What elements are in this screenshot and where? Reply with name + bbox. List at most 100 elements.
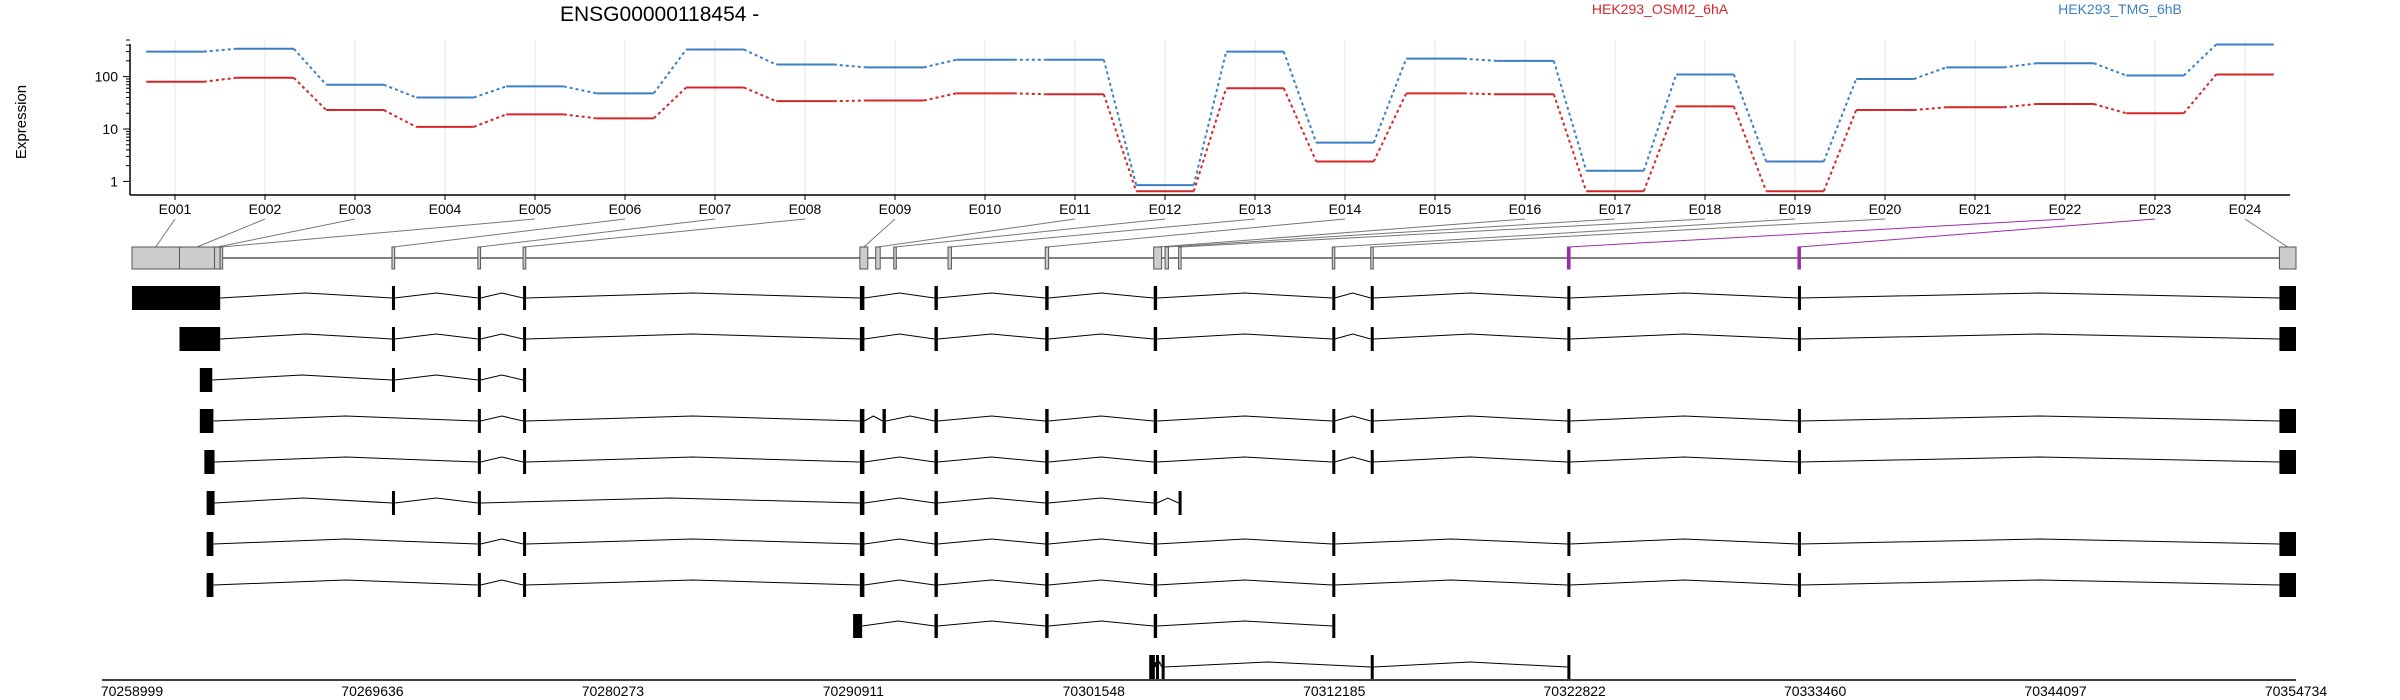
transcript-exon	[1567, 655, 1571, 679]
intron	[937, 579, 1046, 586]
transcript-exon	[477, 409, 481, 433]
x-tick-label: E022	[2049, 201, 2082, 217]
series-connector	[833, 63, 867, 69]
intron	[1800, 415, 2280, 422]
exon-bin	[1178, 246, 1182, 270]
transcript-exon	[523, 409, 527, 433]
transcript-exon	[523, 450, 527, 474]
transcript-exon	[477, 286, 481, 310]
intron	[1334, 333, 1371, 340]
series-connector	[383, 83, 417, 99]
transcript-exon	[1567, 286, 1571, 310]
exon-bin	[391, 246, 396, 270]
transcript-exon	[882, 409, 886, 433]
exon-connector	[1568, 218, 2066, 248]
chart-title: ENSG00000118454 -	[560, 3, 759, 26]
intron	[1163, 661, 1371, 668]
x-tick-label: E018	[1689, 201, 1722, 217]
intron	[937, 415, 1046, 422]
series-connector	[1642, 106, 1678, 192]
transcript-exon	[206, 573, 214, 597]
x-tick-label: E004	[429, 201, 462, 217]
intron	[480, 415, 524, 422]
transcript-exon	[1567, 573, 1571, 597]
transcript-exon	[477, 491, 481, 515]
intron	[1372, 415, 1568, 422]
transcript-exon	[523, 573, 527, 597]
intron	[1334, 579, 1568, 586]
transcript-exon	[1567, 409, 1571, 433]
intron	[1157, 292, 1333, 299]
series-connector	[1282, 87, 1318, 162]
transcript-exon	[199, 368, 213, 392]
intron	[1048, 620, 1154, 627]
gene-model	[131, 218, 2297, 270]
transcript-exon	[1153, 409, 1158, 433]
x-tick-label: E016	[1509, 201, 1542, 217]
intron	[1570, 333, 1798, 340]
intron	[480, 374, 524, 381]
intron	[1570, 292, 1798, 299]
transcript-exon	[1153, 327, 1158, 351]
y-axis-label: Expression	[13, 85, 30, 159]
exon-connector	[524, 218, 806, 248]
intron	[937, 620, 1046, 627]
transcript-exon	[1797, 409, 1801, 433]
series-connector	[203, 76, 237, 83]
series-tmg	[146, 43, 2274, 187]
series-connector	[383, 109, 417, 128]
series-connector	[563, 113, 597, 120]
intron	[480, 579, 524, 586]
transcript-exon	[1155, 655, 1159, 679]
series-connector	[1913, 66, 1947, 80]
series-connector	[1102, 93, 1138, 192]
intron	[1800, 292, 2280, 299]
series-connector	[473, 113, 507, 128]
series-connector	[2003, 62, 2037, 69]
intron	[864, 415, 883, 422]
genomic-tick-label: 70344097	[2024, 683, 2087, 699]
x-tick-label: E008	[789, 201, 822, 217]
exon-connector	[1799, 218, 2156, 248]
genomic-axis: 70258999 70269636 70280273 70290911 70301548…	[101, 679, 2327, 699]
y-tick-label: 1	[110, 173, 118, 189]
y-tick-label: 10	[102, 121, 118, 137]
transcript-exon	[859, 532, 865, 556]
series-connector	[1822, 78, 1858, 162]
transcript-exon	[1567, 532, 1571, 556]
transcript-exon	[1153, 491, 1158, 515]
x-tick-label: E017	[1599, 201, 1632, 217]
transcript-exon	[1045, 532, 1049, 556]
intron	[525, 456, 860, 463]
transcript-exon	[1370, 409, 1374, 433]
transcript-exon	[523, 286, 527, 310]
intron	[1048, 497, 1154, 504]
transcript-exon	[2279, 286, 2296, 310]
x-tick-label: E010	[969, 201, 1002, 217]
exon-bin	[1153, 246, 1163, 270]
series-connector	[293, 48, 327, 86]
intron	[864, 497, 935, 504]
exon-connector	[1166, 218, 1616, 248]
transcript-exon	[934, 450, 938, 474]
intron	[1048, 292, 1154, 299]
series-connector	[1822, 109, 1858, 192]
transcript-exon	[1178, 491, 1182, 515]
x-tick-label: E006	[609, 201, 642, 217]
intron	[1570, 415, 1798, 422]
transcript-exon	[1045, 286, 1049, 310]
series-connector	[2183, 73, 2217, 114]
transcript-exon	[2279, 450, 2296, 474]
transcript-exon	[391, 368, 395, 392]
transcript-track	[206, 491, 1182, 515]
transcript-exon	[1332, 286, 1336, 310]
series-connector	[1463, 57, 1497, 62]
transcript-exon	[2279, 573, 2296, 597]
exon-connector	[2244, 218, 2288, 248]
transcript-exon	[132, 286, 221, 310]
genomic-tick-label: 70322822	[1544, 683, 1607, 699]
intron	[864, 333, 935, 340]
intron	[937, 497, 1046, 504]
exon-connector	[155, 218, 176, 248]
